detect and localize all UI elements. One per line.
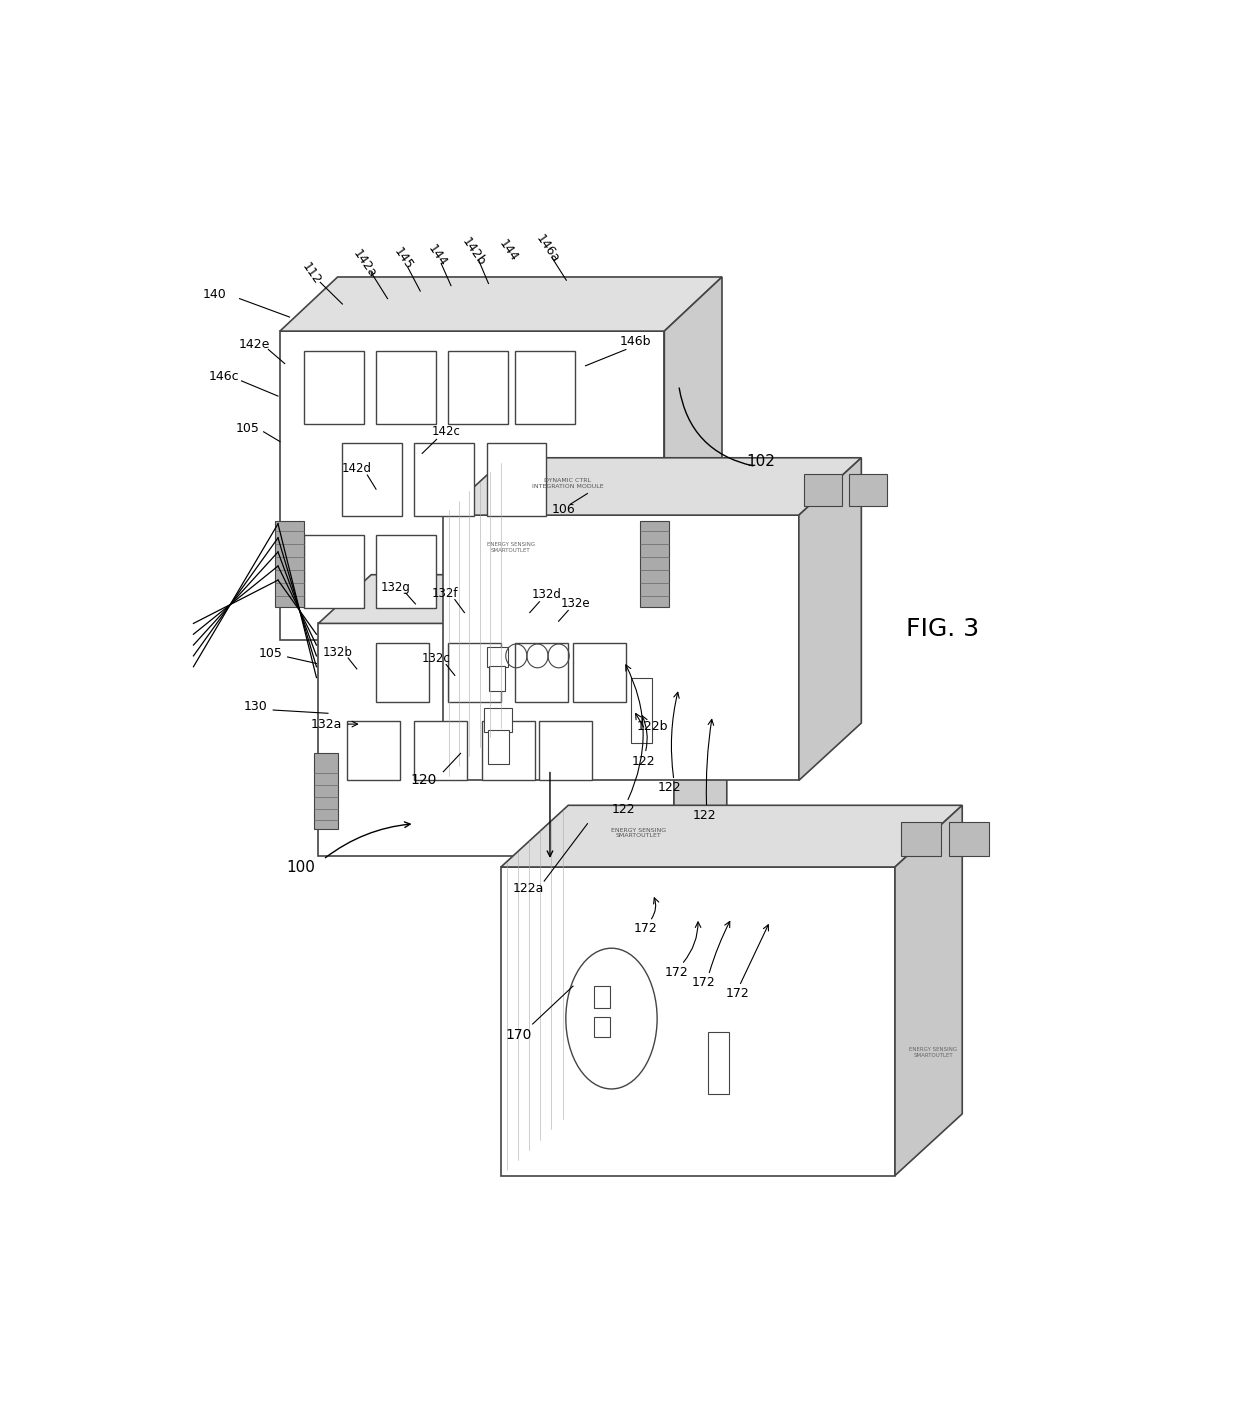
Text: 142a: 142a: [350, 247, 379, 281]
Text: 132d: 132d: [532, 588, 562, 600]
Polygon shape: [484, 707, 512, 731]
Text: DYNAMIC CTRL
INTEGRATION MODULE: DYNAMIC CTRL INTEGRATION MODULE: [532, 478, 604, 489]
Polygon shape: [708, 1032, 729, 1094]
Text: ENERGY SENSING
SMARTOUTLET: ENERGY SENSING SMARTOUTLET: [486, 543, 534, 553]
Polygon shape: [376, 643, 429, 703]
Polygon shape: [319, 623, 675, 856]
Text: 142c: 142c: [432, 425, 460, 439]
Text: 142d: 142d: [342, 463, 372, 475]
Polygon shape: [376, 534, 435, 609]
Polygon shape: [280, 277, 722, 332]
Text: 122: 122: [693, 808, 717, 821]
Text: 132e: 132e: [562, 598, 590, 610]
Text: 112: 112: [300, 260, 324, 287]
Text: 132b: 132b: [322, 647, 352, 659]
Text: 172: 172: [634, 922, 657, 935]
Polygon shape: [895, 806, 962, 1175]
Text: 146c: 146c: [208, 370, 239, 382]
Polygon shape: [347, 721, 401, 780]
Text: 132c: 132c: [422, 651, 450, 665]
Text: 172: 172: [725, 987, 749, 1000]
Polygon shape: [314, 754, 337, 830]
Polygon shape: [448, 643, 501, 703]
Polygon shape: [594, 1018, 610, 1038]
Text: 122: 122: [657, 782, 681, 794]
Text: FIG. 3: FIG. 3: [906, 617, 980, 641]
Text: 172: 172: [665, 966, 688, 979]
Text: ENERGY SENSING
SMARTOUTLET: ENERGY SENSING SMARTOUTLET: [611, 828, 666, 838]
Text: 132a: 132a: [310, 717, 342, 731]
Polygon shape: [490, 665, 505, 690]
Text: 122a: 122a: [512, 882, 543, 896]
Text: ENERGY SENSING
SMARTOUTLET: ENERGY SENSING SMARTOUTLET: [909, 1046, 957, 1057]
Polygon shape: [665, 277, 722, 640]
Polygon shape: [501, 868, 895, 1175]
Text: 130: 130: [244, 700, 268, 713]
Polygon shape: [516, 643, 568, 703]
Text: 122: 122: [631, 755, 655, 769]
Text: 144: 144: [496, 238, 521, 264]
Text: 145: 145: [391, 245, 415, 271]
Text: 100: 100: [286, 859, 315, 875]
Text: 132f: 132f: [432, 586, 459, 599]
Polygon shape: [444, 458, 862, 515]
Text: 146a: 146a: [533, 232, 562, 266]
Text: 170: 170: [505, 1028, 532, 1042]
Polygon shape: [486, 443, 546, 516]
Text: 132g: 132g: [381, 581, 410, 595]
Polygon shape: [486, 647, 507, 666]
Polygon shape: [481, 721, 534, 780]
Polygon shape: [573, 643, 626, 703]
Polygon shape: [280, 332, 665, 640]
Polygon shape: [319, 575, 727, 623]
Text: 122: 122: [613, 803, 636, 815]
Polygon shape: [304, 350, 363, 425]
Text: 142b: 142b: [460, 235, 489, 269]
Polygon shape: [487, 730, 508, 765]
Text: 144: 144: [425, 242, 450, 269]
Text: 106: 106: [552, 503, 575, 516]
Polygon shape: [376, 350, 435, 425]
Polygon shape: [900, 821, 941, 856]
Polygon shape: [304, 534, 363, 609]
Polygon shape: [640, 520, 670, 607]
Text: 120: 120: [410, 773, 438, 787]
Text: 146b: 146b: [620, 336, 651, 349]
Polygon shape: [849, 474, 888, 506]
Polygon shape: [949, 821, 990, 856]
Polygon shape: [275, 520, 304, 607]
Polygon shape: [675, 575, 727, 856]
Text: 102: 102: [746, 454, 775, 468]
Polygon shape: [342, 443, 402, 516]
Polygon shape: [501, 806, 962, 868]
Text: 142e: 142e: [238, 337, 269, 350]
Text: 122b: 122b: [637, 720, 668, 733]
Polygon shape: [414, 721, 467, 780]
Polygon shape: [414, 443, 474, 516]
Polygon shape: [516, 350, 575, 425]
Polygon shape: [448, 350, 507, 425]
Text: 172: 172: [692, 976, 715, 990]
Polygon shape: [594, 986, 610, 1008]
Text: 105: 105: [258, 647, 283, 661]
Text: 140: 140: [202, 288, 227, 301]
Polygon shape: [631, 678, 652, 742]
Polygon shape: [804, 474, 842, 506]
Polygon shape: [799, 458, 862, 780]
Polygon shape: [444, 515, 799, 780]
Polygon shape: [539, 721, 593, 780]
Text: 105: 105: [236, 422, 259, 434]
